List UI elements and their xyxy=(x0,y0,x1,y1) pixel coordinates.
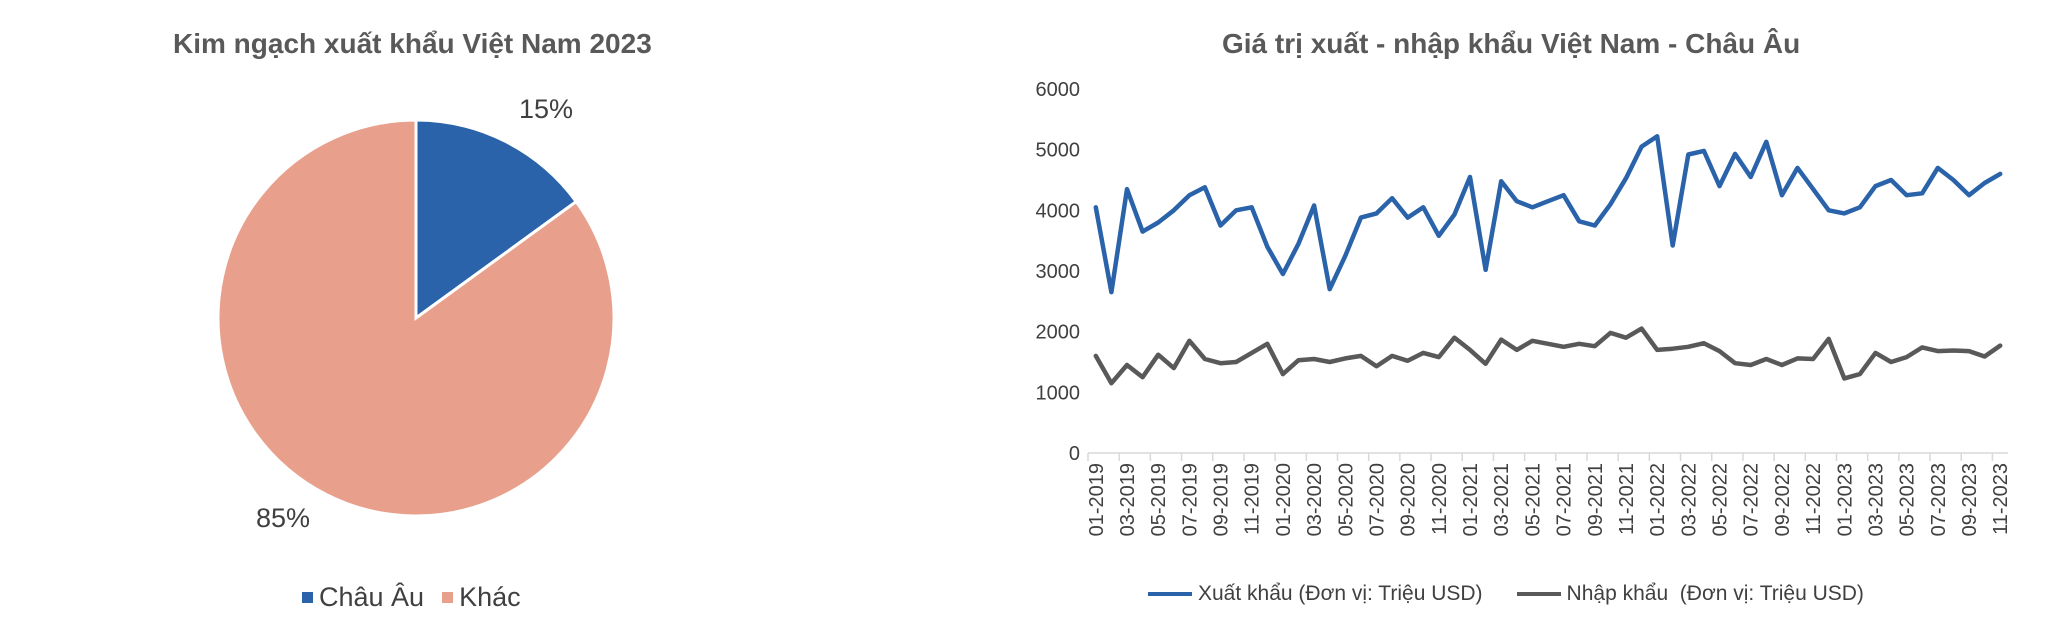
x-tick-label: 01-2022 xyxy=(1647,463,1669,536)
legend-label: Xuất khẩu (Đơn vị: Triệu USD) xyxy=(1198,582,1483,605)
legend-label: Châu Âu xyxy=(319,582,425,612)
series-line-2 xyxy=(1093,326,2003,386)
pie-data-labels: 15% 85% xyxy=(256,94,573,533)
legend-line-swatch xyxy=(1148,592,1192,596)
x-tick-label: 11-2020 xyxy=(1429,463,1451,535)
y-tick-label: 2000 xyxy=(1036,322,1081,344)
legend-label: Nhập khẩu (Đơn vị: Triệu USD) xyxy=(1566,582,1864,605)
line-legend-item: Nhập khẩu (Đơn vị: Triệu USD) xyxy=(1516,582,1864,606)
pie-data-label: 15% xyxy=(519,94,573,124)
x-tick-label: 09-2019 xyxy=(1211,463,1233,536)
x-tick-label: 03-2020 xyxy=(1304,463,1326,536)
x-tick-label: 03-2019 xyxy=(1117,463,1139,536)
x-tick-label: 05-2023 xyxy=(1897,463,1919,536)
x-tick-label: 09-2023 xyxy=(1959,463,1981,536)
x-tick-label: 05-2021 xyxy=(1522,463,1544,536)
x-tick-label: 07-2023 xyxy=(1928,463,1950,536)
x-tick-label: 05-2022 xyxy=(1710,463,1732,536)
pie-chart-title: Kim ngạch xuất khẩu Việt Nam 2023 xyxy=(173,28,652,59)
y-tick-label: 4000 xyxy=(1036,200,1081,222)
legend-swatch xyxy=(302,592,313,603)
x-tick-label: 07-2022 xyxy=(1741,463,1763,536)
x-tick-label: 07-2020 xyxy=(1366,463,1388,536)
line-chart: 0 1000 2000 3000 4000 5000 6000 01-2019 03-2019 0… xyxy=(1036,79,2013,536)
y-tick-label: 0 xyxy=(1069,443,1080,465)
pie-slice-1 xyxy=(414,118,579,321)
x-tick-label: 11-2019 xyxy=(1242,463,1264,535)
x-tick-label: 03-2023 xyxy=(1865,463,1887,536)
x-tick-label: 03-2022 xyxy=(1678,463,1700,536)
line-chart-title: Giá trị xuất - nhập khẩu Việt Nam - Châu… xyxy=(1222,28,1801,59)
x-tick-label: 11-2021 xyxy=(1616,463,1638,535)
pie-legend-item: Khác xyxy=(442,582,521,613)
pie-chart: 15% 85% xyxy=(216,94,616,533)
y-tick-label: 5000 xyxy=(1036,140,1081,162)
pie-legend-item: Châu Âu xyxy=(302,582,424,613)
y-tick-label: 1000 xyxy=(1036,382,1081,404)
line-series xyxy=(1093,134,2003,386)
x-tick-label: 11-2022 xyxy=(1803,463,1825,535)
x-tick-label: 07-2021 xyxy=(1554,463,1576,536)
x-tick-label: 05-2019 xyxy=(1148,463,1170,536)
y-tick-label: 6000 xyxy=(1036,79,1081,101)
x-tick-label: 03-2021 xyxy=(1491,463,1513,536)
line-axes: 0 1000 2000 3000 4000 5000 6000 01-2019 03-2019 0… xyxy=(1036,79,2013,536)
x-tick-label: 01-2019 xyxy=(1086,463,1108,536)
y-tick-label: 3000 xyxy=(1036,261,1081,283)
x-tick-label: 01-2021 xyxy=(1460,463,1482,536)
x-tick-label: 01-2023 xyxy=(1834,463,1856,536)
legend-label: Khác xyxy=(459,582,521,612)
legend-swatch xyxy=(442,592,454,603)
x-tick-label: 01-2020 xyxy=(1273,463,1295,536)
pie-slices xyxy=(216,118,616,518)
x-tick-label: 11-2023 xyxy=(1990,463,2012,535)
pie-legend: Châu Âu Khác xyxy=(302,582,521,613)
pie-slice-2 xyxy=(216,118,616,518)
x-tick-label: 09-2020 xyxy=(1398,463,1420,536)
legend-line-swatch xyxy=(1516,592,1561,596)
pie-data-label: 85% xyxy=(256,503,310,533)
line-legend: Xuất khẩu (Đơn vị: Triệu USD) Nhập khẩu (… xyxy=(1148,582,1864,606)
x-tick-label: 07-2019 xyxy=(1179,463,1201,536)
x-tick-label: 05-2020 xyxy=(1335,463,1357,536)
series-line-1 xyxy=(1093,134,2003,295)
x-tick-label: 09-2022 xyxy=(1772,463,1794,536)
x-tick-label: 09-2021 xyxy=(1585,463,1607,536)
line-legend-item: Xuất khẩu (Đơn vị: Triệu USD) xyxy=(1148,582,1483,606)
